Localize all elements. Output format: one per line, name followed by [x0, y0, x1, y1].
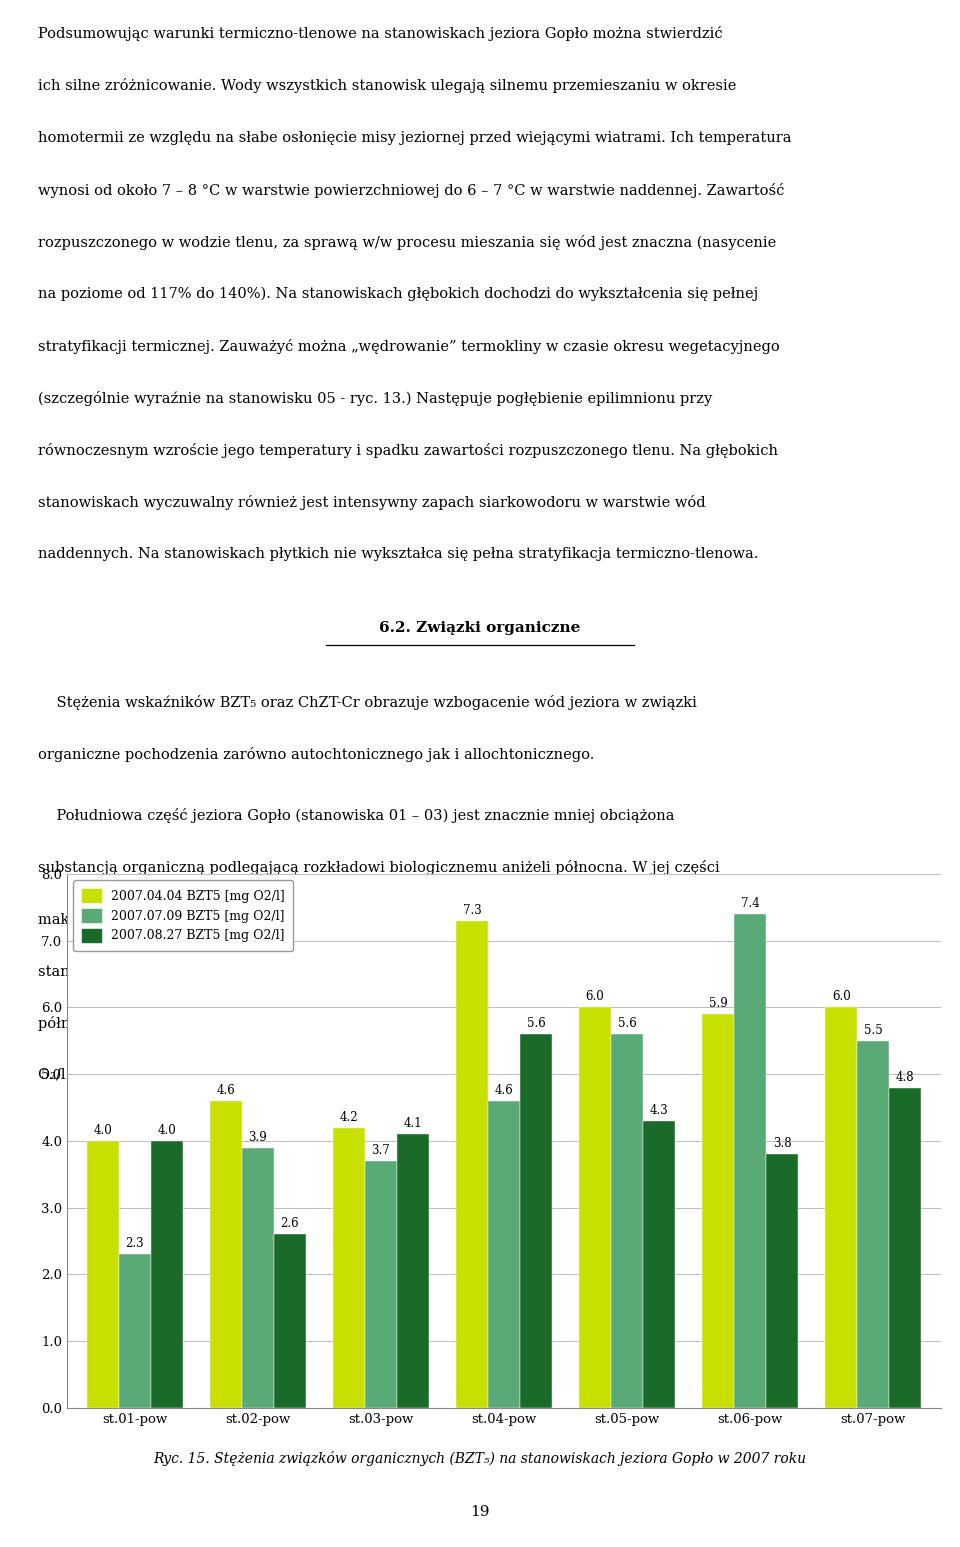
Text: 19: 19 — [470, 1505, 490, 1519]
Text: stanowiskach wyczuwalny również jest intensywny zapach siarkowodoru w warstwie w: stanowiskach wyczuwalny również jest int… — [38, 495, 706, 509]
Text: 2.3: 2.3 — [126, 1238, 144, 1250]
Bar — [734, 914, 766, 1408]
Text: substancją organiczną podlegającą rozkładowi biologicznemu aniżeli północna. W j: substancją organiczną podlegającą rozkła… — [38, 860, 720, 874]
Text: 4.0: 4.0 — [157, 1125, 177, 1137]
Bar — [210, 1101, 242, 1408]
Bar — [333, 1128, 365, 1408]
Bar — [702, 1015, 734, 1408]
Text: O₂/l podczas II serii pomiarowej na stanowisku 06.: O₂/l podczas II serii pomiarowej na stan… — [38, 1067, 415, 1081]
Bar — [242, 1148, 274, 1408]
Text: wynosi od około 7 – 8 °C w warstwie powierzchniowej do 6 – 7 °C w warstwie nadde: wynosi od około 7 – 8 °C w warstwie powi… — [38, 183, 784, 198]
Text: 5.5: 5.5 — [864, 1024, 882, 1036]
Bar — [612, 1035, 643, 1408]
Bar — [456, 920, 488, 1408]
Text: 3.9: 3.9 — [249, 1131, 267, 1143]
Text: organiczne pochodzenia zarówno autochtonicznego jak i allochtonicznego.: organiczne pochodzenia zarówno autochton… — [38, 747, 595, 761]
Text: 4.0: 4.0 — [93, 1125, 112, 1137]
Bar — [826, 1007, 857, 1408]
Text: Stężenia wskaźników BZT₅ oraz ChZT-Cr obrazuje wzbogacenie wód jeziora w związki: Stężenia wskaźników BZT₅ oraz ChZT-Cr ob… — [38, 695, 697, 710]
Bar — [365, 1160, 396, 1408]
Bar — [766, 1154, 798, 1408]
Text: 7.4: 7.4 — [741, 897, 759, 910]
Text: homotermii ze względu na słabe osłonięcie misy jeziornej przed wiejącymi wiatram: homotermii ze względu na słabe osłonięci… — [38, 130, 792, 144]
Text: północnej części jeziora przyjmują wartości od 3,8 mg O₂/l podczas pomiarów sier: północnej części jeziora przyjmują warto… — [38, 1016, 798, 1030]
Text: stratyfikacji termicznej. Zauważyć można „wędrowanie” termokliny w czasie okresu: stratyfikacji termicznej. Zauważyć można… — [38, 339, 780, 354]
Legend: 2007.04.04 BZT5 [mg O2/l], 2007.07.09 BZT5 [mg O2/l], 2007.08.27 BZT5 [mg O2/l]: 2007.04.04 BZT5 [mg O2/l], 2007.07.09 BZ… — [74, 880, 294, 951]
Text: Podsumowując warunki termiczno-tlenowe na stanowiskach jeziora Gopło można stwie: Podsumowując warunki termiczno-tlenowe n… — [38, 26, 723, 42]
Text: równoczesnym wzroście jego temperatury i spadku zawartości rozpuszczonego tlenu.: równoczesnym wzroście jego temperatury i… — [38, 442, 779, 458]
Text: 5.9: 5.9 — [708, 998, 728, 1010]
Bar — [643, 1122, 675, 1408]
Text: 5.6: 5.6 — [617, 1018, 636, 1030]
Text: maksymalne wartości BZT₅ oscylują pomiędzy 4,6 mg O₂/l podczas wiosennych pomiar: maksymalne wartości BZT₅ oscylują pomięd… — [38, 911, 727, 927]
Text: Południowa część jeziora Gopło (stanowiska 01 – 03) jest znacznie mniej obciążon: Południowa część jeziora Gopło (stanowis… — [38, 808, 675, 823]
Bar — [151, 1142, 182, 1408]
Text: ich silne zróżnicowanie. Wody wszystkich stanowisk ulegają silnemu przemieszaniu: ich silne zróżnicowanie. Wody wszystkich… — [38, 79, 736, 93]
Text: 7.3: 7.3 — [463, 903, 481, 917]
Text: 5.6: 5.6 — [527, 1018, 545, 1030]
Bar — [579, 1007, 612, 1408]
Text: naddennych. Na stanowiskach płytkich nie wykształca się pełna stratyfikacja term: naddennych. Na stanowiskach płytkich nie… — [38, 546, 758, 560]
Text: 2.6: 2.6 — [280, 1217, 300, 1230]
Text: 6.0: 6.0 — [831, 990, 851, 1004]
Text: 3.8: 3.8 — [773, 1137, 791, 1151]
Text: rozpuszczonego w wodzie tlenu, za sprawą w/w procesu mieszania się wód jest znac: rozpuszczonego w wodzie tlenu, za sprawą… — [38, 235, 777, 249]
Bar — [87, 1142, 119, 1408]
Text: 4.3: 4.3 — [650, 1105, 668, 1117]
Bar — [857, 1041, 889, 1408]
Text: 4.2: 4.2 — [340, 1111, 358, 1123]
Text: 4.6: 4.6 — [217, 1084, 235, 1097]
Text: 4.1: 4.1 — [403, 1117, 422, 1131]
Text: 4.6: 4.6 — [494, 1084, 514, 1097]
Text: 6.2. Związki organiczne: 6.2. Związki organiczne — [379, 620, 581, 634]
Bar — [274, 1235, 306, 1408]
Bar — [119, 1255, 151, 1408]
Bar — [488, 1101, 520, 1408]
Text: stanowisku 02, a 2,3 mg O2/l podczas II serii badawczej na stanowisku 01. Wartoś: stanowisku 02, a 2,3 mg O2/l podczas II … — [38, 964, 784, 979]
Text: 4.8: 4.8 — [896, 1071, 915, 1083]
Text: 6.0: 6.0 — [586, 990, 605, 1004]
Text: na poziome od 117% do 140%). Na stanowiskach głębokich dochodzi do wykształcenia: na poziome od 117% do 140%). Na stanowis… — [38, 286, 758, 302]
Bar — [889, 1088, 921, 1408]
Bar — [396, 1134, 429, 1408]
Text: Ryc. 15. Stężenia związków organicznych (BZT₅) na stanowiskach jeziora Gopło w 2: Ryc. 15. Stężenia związków organicznych … — [154, 1451, 806, 1467]
Bar — [520, 1035, 552, 1408]
Text: (szczególnie wyraźnie na stanowisku 05 - ryc. 13.) Następuje pogłębienie epilimn: (szczególnie wyraźnie na stanowisku 05 -… — [38, 391, 712, 405]
Text: 3.7: 3.7 — [372, 1143, 391, 1157]
